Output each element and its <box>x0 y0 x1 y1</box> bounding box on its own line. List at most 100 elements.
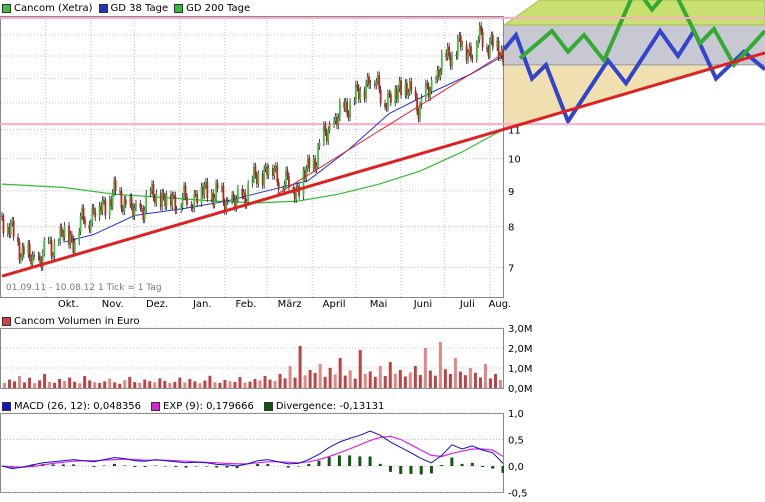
projection-green-zigzag <box>518 0 765 69</box>
candle-body <box>11 220 14 224</box>
candle-body <box>438 69 440 77</box>
candle-body <box>467 52 469 61</box>
candle-body <box>114 180 117 192</box>
candle-body <box>159 193 162 207</box>
candle-body <box>397 88 400 100</box>
candle-body <box>78 231 81 242</box>
candle-body <box>328 124 331 130</box>
macd-y-tick-label: 0,0 <box>508 462 524 473</box>
candle-body <box>387 93 389 109</box>
candle-body <box>33 254 35 257</box>
candle-body <box>448 46 451 57</box>
candle-body <box>369 83 372 86</box>
price-legend: Cancom (Xetra) GD 38 Tage GD 200 Tage <box>2 1 250 15</box>
candle-body <box>347 113 350 118</box>
candle-body <box>91 207 94 224</box>
candle-body <box>62 233 65 238</box>
candle-body <box>430 80 433 91</box>
candle-body <box>325 132 328 142</box>
candle-body <box>234 198 236 208</box>
candle-body <box>94 211 97 218</box>
candle-body <box>21 246 24 258</box>
price-y-tick-label: 8 <box>508 223 514 234</box>
candle-body <box>162 192 165 197</box>
candle-body <box>226 200 229 202</box>
candle-body <box>395 88 398 100</box>
candle-body <box>196 193 199 204</box>
candle-body <box>17 236 19 243</box>
volume-legend: Cancom Volumen in Euro <box>2 314 140 328</box>
candle-body <box>349 101 351 118</box>
price-y-tick-label: 9 <box>508 187 514 198</box>
candle-body <box>108 199 111 216</box>
candle-body <box>2 217 5 234</box>
candle-body <box>172 195 175 197</box>
macd-y-tick-label: 0,5 <box>508 436 524 447</box>
candle-body <box>459 35 462 48</box>
candle-body <box>241 188 244 196</box>
candle-body <box>244 192 247 206</box>
candle-body <box>132 206 134 217</box>
candle-body <box>181 196 184 207</box>
candle-body <box>499 55 501 58</box>
candle-body <box>149 190 152 194</box>
candle-body <box>384 103 386 107</box>
candle-body <box>263 168 266 186</box>
candle-body <box>81 208 84 217</box>
candle-body <box>113 180 116 193</box>
candle-body <box>30 257 33 265</box>
candle-body <box>304 170 306 179</box>
candle-body <box>174 195 177 211</box>
candle-body <box>88 224 91 230</box>
candle-body <box>41 252 44 268</box>
candle-body <box>37 255 40 257</box>
candle-body <box>223 202 226 212</box>
price-x-tick-label: Jan. <box>192 299 212 310</box>
candle-body <box>190 204 193 208</box>
candle-body <box>22 246 25 255</box>
candle-body <box>59 227 62 242</box>
macd-y-tick-label: -0,5 <box>508 489 528 500</box>
price-x-tick-label: Juni <box>413 299 432 310</box>
candle-body <box>295 188 298 200</box>
volume-bars <box>3 342 502 388</box>
candle-body <box>373 83 376 86</box>
candle-body <box>47 240 50 242</box>
candle-body <box>103 199 105 201</box>
candle-body <box>31 254 34 265</box>
candle-body <box>251 179 254 184</box>
candle-body <box>98 205 101 218</box>
candle-body <box>427 85 430 98</box>
macd-plot-area <box>0 413 504 493</box>
price-x-tick-label: Mai <box>370 299 388 310</box>
candle-body <box>455 54 458 57</box>
candle-body <box>312 158 315 169</box>
candle-body <box>50 240 53 256</box>
candle-body <box>71 234 73 240</box>
candle-body <box>378 75 381 90</box>
candle-body <box>203 185 206 196</box>
candle-body <box>410 81 413 91</box>
legend-label-divergence: Divergence: -0,13131 <box>275 400 385 412</box>
candle-body <box>283 184 286 190</box>
candle-body <box>414 90 417 97</box>
candle-body <box>20 257 22 260</box>
candle-body <box>253 166 255 180</box>
candle-body <box>9 223 12 235</box>
macd-y-tick-label: 1,0 <box>508 409 524 420</box>
candle-body <box>334 116 337 121</box>
candle-body <box>470 46 472 59</box>
candle-body <box>28 243 31 258</box>
candle-body <box>206 181 209 199</box>
candle-body <box>119 190 121 192</box>
candle-body <box>471 58 474 60</box>
candle-body <box>101 199 104 212</box>
candle-body <box>202 186 204 196</box>
candle-body <box>461 44 464 48</box>
candle-body <box>52 255 54 257</box>
candle-body <box>366 76 369 84</box>
volume-plot-area <box>0 328 504 389</box>
candle-body <box>282 189 284 191</box>
candle-body <box>286 170 289 177</box>
candle-body <box>171 195 174 206</box>
